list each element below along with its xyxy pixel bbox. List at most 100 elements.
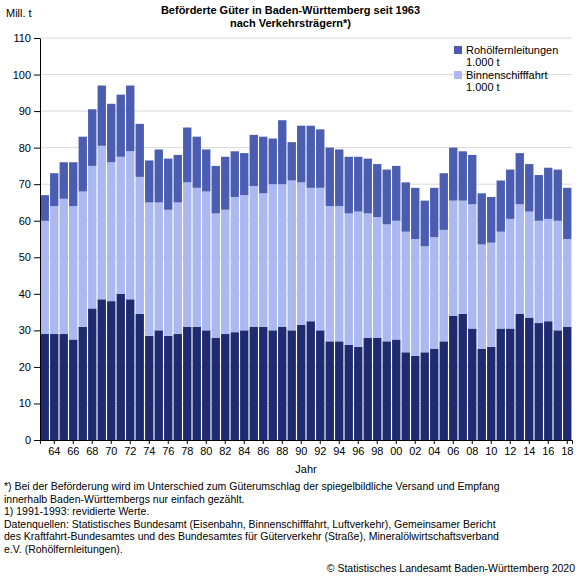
- bar: [69, 340, 77, 441]
- legend-label: Binnenschifffahrt1.000 t: [466, 69, 548, 93]
- bar: [383, 170, 391, 225]
- y-tick: 80: [19, 142, 40, 154]
- x-tick-label: 68: [86, 445, 98, 457]
- x-tick: 98: [371, 440, 383, 457]
- bar: [231, 197, 239, 332]
- x-tick: 88: [276, 440, 288, 457]
- bar: [164, 210, 172, 336]
- y-tick: 30: [19, 324, 40, 336]
- bar: [373, 338, 381, 440]
- x-tick: 94: [333, 440, 345, 457]
- footnote: innerhalb Baden-Württembergs nur einfach…: [4, 493, 244, 505]
- bar: [250, 135, 258, 186]
- y-tick: 0: [25, 434, 40, 446]
- bar: [259, 327, 267, 440]
- x-tick-mark: [111, 440, 112, 444]
- bar: [525, 164, 533, 212]
- x-tick-label: 18: [561, 445, 573, 457]
- bar: [307, 321, 315, 440]
- bar: [392, 221, 400, 340]
- y-tick-mark: [34, 221, 40, 222]
- bar: [478, 244, 486, 348]
- x-tick-label: 96: [352, 445, 364, 457]
- bar: [373, 164, 381, 217]
- x-tick: 70: [105, 440, 117, 457]
- bar: [430, 237, 438, 348]
- x-tick-mark: [396, 440, 397, 444]
- y-axis: 0102030405060708090100110: [13, 32, 41, 446]
- bar: [202, 149, 210, 191]
- x-tick-mark: [320, 440, 321, 444]
- bar: [145, 160, 153, 202]
- x-tick-label: 10: [485, 445, 497, 457]
- bar: [117, 157, 125, 294]
- bar: [364, 338, 372, 440]
- bar: [326, 148, 334, 206]
- footnote: *) Bei der Beförderung wird im Unterschi…: [4, 480, 500, 492]
- bar: [326, 206, 334, 341]
- y-tick-label: 20: [19, 361, 31, 373]
- legend-label: Rohölfernleitungen1.000 t: [466, 44, 558, 68]
- x-tick-mark: [434, 440, 435, 444]
- bar: [516, 314, 524, 440]
- bar: [307, 126, 315, 188]
- bar: [193, 327, 201, 440]
- bar: [316, 330, 324, 440]
- bar: [468, 204, 476, 328]
- x-tick-label: 72: [124, 445, 136, 457]
- x-tick: 04: [428, 440, 440, 457]
- y-tick-label: 30: [19, 324, 31, 336]
- x-tick-mark: [358, 440, 359, 444]
- bars: [41, 86, 572, 440]
- y-tick: 90: [19, 105, 40, 117]
- bar: [269, 330, 277, 440]
- bar: [164, 336, 172, 440]
- bar: [202, 330, 210, 440]
- bar: [345, 157, 353, 214]
- bar: [335, 341, 343, 440]
- x-tick-mark: [529, 440, 530, 444]
- bar: [449, 316, 457, 440]
- bar: [506, 219, 514, 329]
- legend-swatch: [454, 46, 462, 54]
- x-tick: 68: [86, 440, 98, 457]
- x-tick-label: 98: [371, 445, 383, 457]
- x-tick-mark: [567, 440, 568, 444]
- bar: [183, 182, 191, 326]
- bar: [259, 193, 267, 326]
- bar: [364, 213, 372, 337]
- bar: [41, 334, 49, 440]
- legend-swatch: [454, 71, 462, 79]
- bar: [136, 124, 144, 177]
- y-axis-label: Mill. t: [6, 7, 32, 19]
- y-axis-line: [40, 39, 41, 441]
- bar: [193, 188, 201, 327]
- x-tick: 02: [409, 440, 421, 457]
- y-tick-mark: [34, 440, 40, 441]
- bar: [354, 157, 362, 212]
- bar: [430, 349, 438, 440]
- bar: [421, 246, 429, 352]
- bar: [288, 142, 296, 180]
- y-tick-mark: [34, 75, 40, 76]
- bar: [221, 210, 229, 334]
- bar: [250, 186, 258, 327]
- bar: [221, 334, 229, 440]
- bar: [392, 166, 400, 221]
- bar: [468, 155, 476, 204]
- bar: [554, 170, 562, 221]
- x-tick-mark: [92, 440, 93, 444]
- bar: [126, 299, 134, 440]
- x-tick-mark: [54, 440, 55, 444]
- x-tick-mark: [301, 440, 302, 444]
- bar: [563, 239, 571, 327]
- bar: [174, 202, 182, 334]
- x-tick: 12: [504, 440, 516, 457]
- x-tick: 96: [352, 440, 364, 457]
- bar: [459, 314, 467, 440]
- x-axis: 6466687072747678808284868890929496980002…: [41, 440, 574, 457]
- bar: [60, 199, 68, 334]
- y-tick-label: 0: [25, 434, 31, 446]
- bar: [544, 168, 552, 219]
- bar: [155, 330, 163, 440]
